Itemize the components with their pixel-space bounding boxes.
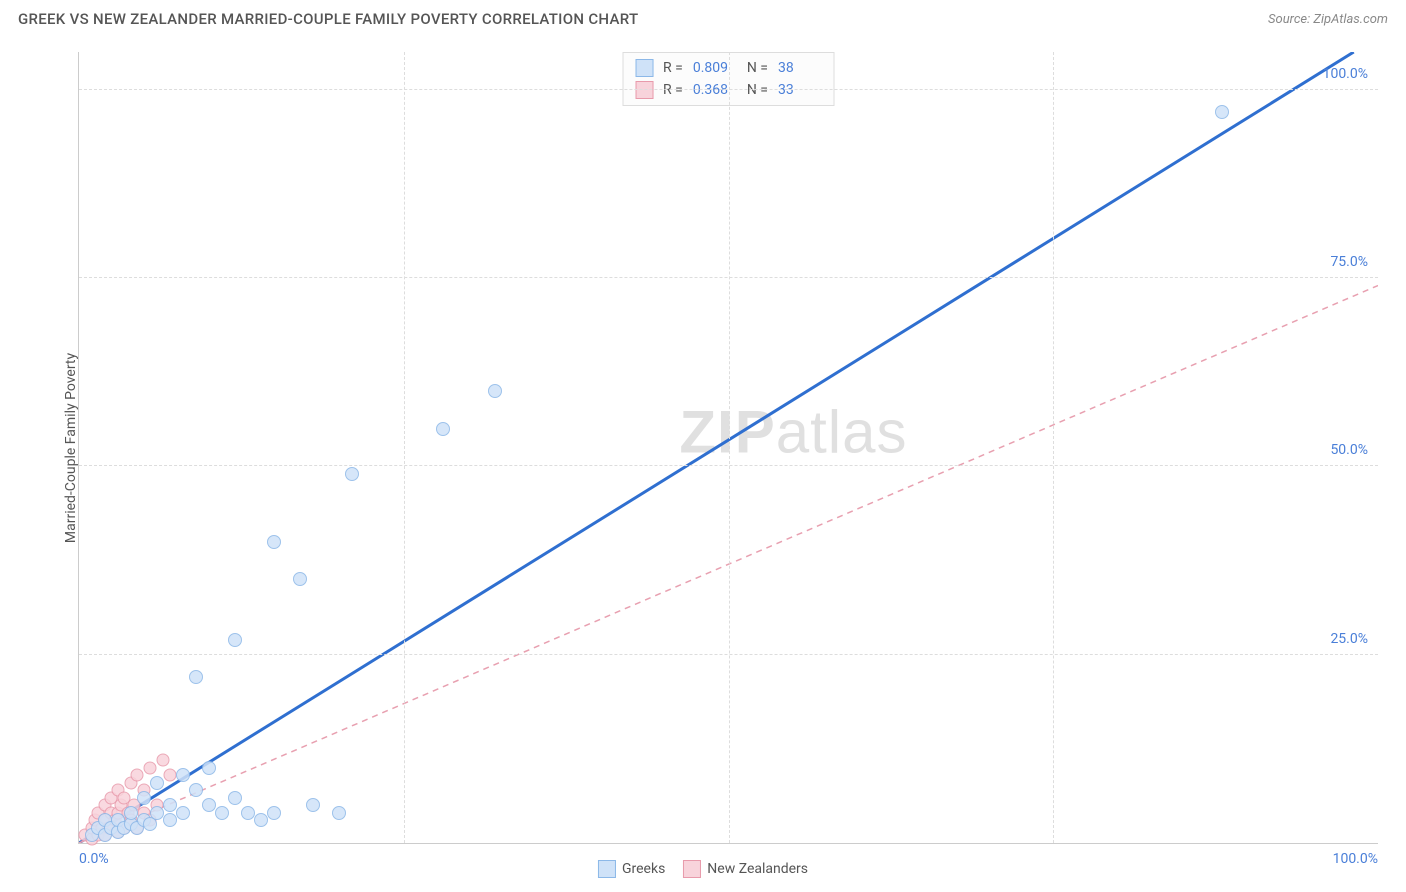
scatter-point bbox=[202, 798, 216, 812]
scatter-point bbox=[189, 783, 203, 797]
scatter-point bbox=[345, 467, 359, 481]
swatch-greeks bbox=[635, 59, 653, 77]
scatter-point bbox=[124, 806, 138, 820]
scatter-point bbox=[228, 633, 242, 647]
stat-label: N = bbox=[747, 82, 768, 98]
scatter-point bbox=[131, 769, 144, 782]
gridline-v bbox=[729, 52, 730, 843]
scatter-point bbox=[189, 670, 203, 684]
scatter-point bbox=[157, 754, 170, 767]
x-tick-label: 0.0% bbox=[79, 851, 109, 867]
gridline-v bbox=[404, 52, 405, 843]
gridline-v bbox=[1053, 52, 1054, 843]
x-tick-label: 100.0% bbox=[1333, 851, 1378, 867]
scatter-point bbox=[306, 798, 320, 812]
swatch-nz bbox=[635, 81, 653, 99]
scatter-point bbox=[176, 768, 190, 782]
scatter-point bbox=[163, 813, 177, 827]
legend: Greeks New Zealanders bbox=[598, 860, 808, 878]
chart-header: GREEK VS NEW ZEALANDER MARRIED-COUPLE FA… bbox=[0, 0, 1406, 32]
scatter-point bbox=[150, 806, 164, 820]
scatter-point bbox=[215, 806, 229, 820]
swatch-nz bbox=[683, 860, 701, 878]
legend-label: New Zealanders bbox=[707, 861, 808, 877]
y-tick-label: 100.0% bbox=[1323, 66, 1368, 82]
watermark: ZIPatlas bbox=[679, 397, 907, 466]
scatter-point bbox=[137, 791, 151, 805]
n-value-greeks: 38 bbox=[778, 60, 822, 76]
scatter-point bbox=[202, 761, 216, 775]
scatter-point bbox=[267, 806, 281, 820]
r-value-nz: 0.368 bbox=[693, 82, 737, 98]
r-value-greeks: 0.809 bbox=[693, 60, 737, 76]
scatter-point bbox=[150, 776, 164, 790]
scatter-point bbox=[163, 798, 177, 812]
scatter-point bbox=[1215, 105, 1229, 119]
stat-label: N = bbox=[747, 60, 768, 76]
legend-item-greeks: Greeks bbox=[598, 860, 665, 878]
scatter-point bbox=[241, 806, 255, 820]
n-value-nz: 33 bbox=[778, 82, 822, 98]
scatter-point bbox=[254, 813, 268, 827]
chart-title: GREEK VS NEW ZEALANDER MARRIED-COUPLE FA… bbox=[18, 10, 638, 28]
scatter-point bbox=[267, 535, 281, 549]
scatter-point bbox=[436, 422, 450, 436]
scatter-point bbox=[228, 791, 242, 805]
y-tick-label: 25.0% bbox=[1330, 631, 1368, 647]
plot-area: Married-Couple Family Poverty ZIPatlas R… bbox=[78, 52, 1378, 844]
y-tick-label: 75.0% bbox=[1330, 254, 1368, 270]
legend-label: Greeks bbox=[622, 861, 665, 877]
scatter-point bbox=[176, 806, 190, 820]
swatch-greeks bbox=[598, 860, 616, 878]
y-axis-label: Married-Couple Family Poverty bbox=[63, 352, 79, 542]
trend-line bbox=[79, 52, 1354, 843]
chart-container: Married-Couple Family Poverty ZIPatlas R… bbox=[18, 40, 1388, 884]
legend-item-nz: New Zealanders bbox=[683, 860, 808, 878]
stat-label: R = bbox=[663, 82, 683, 98]
y-tick-label: 50.0% bbox=[1330, 442, 1368, 458]
source-attribution: Source: ZipAtlas.com bbox=[1268, 12, 1388, 27]
watermark-suffix: atlas bbox=[776, 398, 908, 465]
scatter-point bbox=[332, 806, 346, 820]
scatter-point bbox=[488, 384, 502, 398]
scatter-point bbox=[293, 572, 307, 586]
scatter-point bbox=[163, 769, 176, 782]
scatter-point bbox=[144, 761, 157, 774]
stat-label: R = bbox=[663, 60, 683, 76]
